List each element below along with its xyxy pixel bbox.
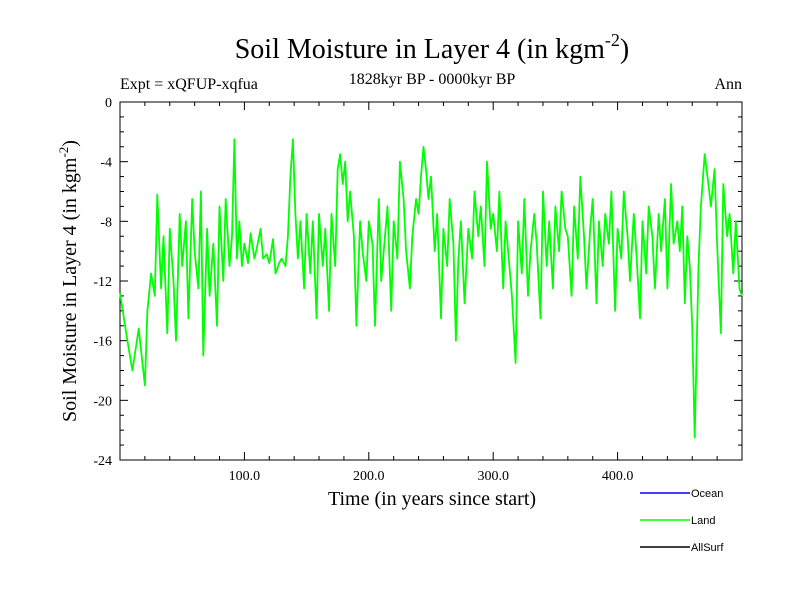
y-tick-label: -20	[93, 394, 112, 409]
x-tick-label: 400.0	[602, 469, 634, 484]
legend: Ocean Land AllSurf	[640, 488, 724, 554]
series-line-land	[119, 138, 743, 439]
chart-title: Soil Moisture in Layer 4 (in kgm-2)	[235, 30, 630, 65]
x-tick-label: 300.0	[477, 469, 509, 484]
x-axis-label: Time (in years since start)	[328, 488, 536, 510]
legend-label-ocean: Ocean	[691, 488, 723, 500]
legend-label-allsurf: AllSurf	[691, 542, 724, 554]
y-tick-label: -16	[93, 335, 112, 350]
plot-frame	[119, 101, 743, 461]
y-axis-label: Soil Moisture in Layer 4 (in kgm-2)	[56, 140, 81, 422]
x-tick-label: 200.0	[353, 469, 385, 484]
y-tick-label: -8	[100, 215, 112, 230]
y-tick-label: -4	[100, 156, 112, 171]
series-group	[119, 138, 743, 439]
experiment-label: Expt = xQFUP-xqfua	[120, 76, 258, 93]
y-tick-label: 0	[105, 96, 112, 111]
x-tick-label: 100.0	[229, 469, 261, 484]
legend-label-land: Land	[691, 515, 715, 527]
y-tick-label: -24	[93, 454, 112, 469]
period-label: 1828kyr BP - 0000kyr BP	[349, 71, 516, 88]
x-axis: 100.0 200.0 300.0 400.0	[144, 102, 718, 484]
y-tick-label: -12	[93, 275, 112, 290]
y-axis: 0 -4 -8 -12 -16 -20 -24	[93, 96, 742, 469]
season-label: Ann	[714, 76, 742, 93]
